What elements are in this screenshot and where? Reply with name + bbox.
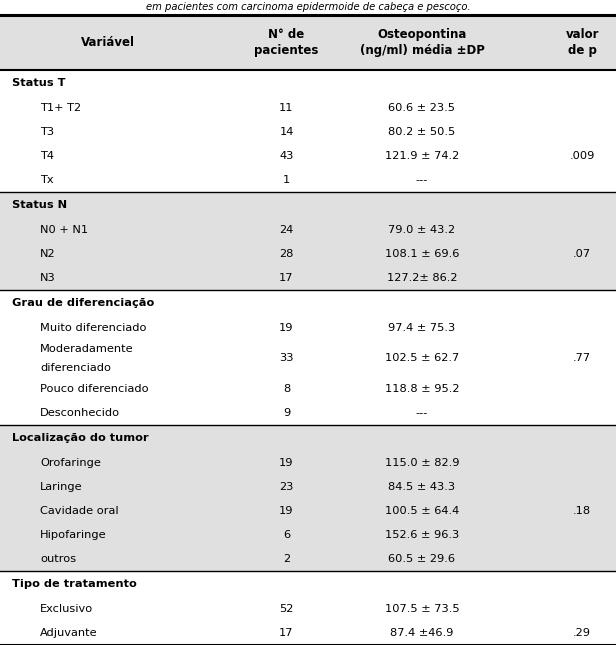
Text: 1: 1 <box>283 175 290 185</box>
Bar <box>0 401 616 426</box>
Text: 24: 24 <box>279 224 294 235</box>
Bar <box>0 168 616 192</box>
Text: N3: N3 <box>40 273 56 283</box>
Text: valor
de p: valor de p <box>565 28 599 57</box>
Text: N2: N2 <box>40 249 55 259</box>
Bar <box>0 15 616 70</box>
Bar <box>0 315 616 339</box>
Text: 14: 14 <box>279 127 294 137</box>
Bar <box>0 218 616 242</box>
Text: .07: .07 <box>573 249 591 259</box>
Text: 118.8 ± 95.2: 118.8 ± 95.2 <box>385 384 459 395</box>
Bar <box>0 339 616 377</box>
Text: Status T: Status T <box>12 78 66 88</box>
Text: em pacientes com carcinoma epidermoide de cabeça e pescoço.: em pacientes com carcinoma epidermoide d… <box>146 3 470 12</box>
Text: 43: 43 <box>279 151 294 161</box>
Text: 6: 6 <box>283 530 290 541</box>
Text: Adjuvante: Adjuvante <box>40 628 98 638</box>
Bar <box>0 242 616 266</box>
Text: T3: T3 <box>40 127 54 137</box>
Text: .009: .009 <box>569 151 595 161</box>
Text: 79.0 ± 43.2: 79.0 ± 43.2 <box>389 224 455 235</box>
Text: 127.2± 86.2: 127.2± 86.2 <box>387 273 457 283</box>
Text: Pouco diferenciado: Pouco diferenciado <box>40 384 148 395</box>
Text: Moderadamente: Moderadamente <box>40 344 134 353</box>
Text: 84.5 ± 43.3: 84.5 ± 43.3 <box>389 482 455 492</box>
Bar <box>0 426 616 452</box>
Text: 107.5 ± 73.5: 107.5 ± 73.5 <box>384 604 460 614</box>
Text: Laringe: Laringe <box>40 482 83 492</box>
Text: Osteopontina
(ng/ml) média ±DP: Osteopontina (ng/ml) média ±DP <box>360 28 484 57</box>
Text: 19: 19 <box>279 506 294 516</box>
Text: 19: 19 <box>279 322 294 333</box>
Text: 33: 33 <box>279 353 294 364</box>
Text: 80.2 ± 50.5: 80.2 ± 50.5 <box>388 127 456 137</box>
Text: Variável: Variável <box>81 36 135 49</box>
Text: 108.1 ± 69.6: 108.1 ± 69.6 <box>385 249 459 259</box>
Text: 87.4 ±46.9: 87.4 ±46.9 <box>391 628 453 638</box>
Text: Grau de diferenciação: Grau de diferenciação <box>12 297 155 308</box>
Text: ---: --- <box>416 408 428 419</box>
Bar <box>0 266 616 290</box>
Text: Localização do tumor: Localização do tumor <box>12 433 149 443</box>
Text: 60.6 ± 23.5: 60.6 ± 23.5 <box>389 103 455 113</box>
Bar <box>0 499 616 523</box>
Text: N0 + N1: N0 + N1 <box>40 224 88 235</box>
Text: 115.0 ± 82.9: 115.0 ± 82.9 <box>385 459 459 468</box>
Text: .77: .77 <box>573 353 591 364</box>
Text: 11: 11 <box>279 103 294 113</box>
Text: 121.9 ± 74.2: 121.9 ± 74.2 <box>385 151 459 161</box>
Bar <box>0 571 616 597</box>
Bar <box>0 547 616 571</box>
Bar <box>0 120 616 144</box>
Bar <box>0 192 616 218</box>
Text: .18: .18 <box>573 506 591 516</box>
Bar <box>0 621 616 645</box>
Text: ---: --- <box>416 175 428 185</box>
Text: diferenciado: diferenciado <box>40 363 111 373</box>
Text: 52: 52 <box>279 604 294 614</box>
Bar <box>0 451 616 475</box>
Text: outros: outros <box>40 554 76 564</box>
Text: Tipo de tratamento: Tipo de tratamento <box>12 579 137 589</box>
Text: 23: 23 <box>279 482 294 492</box>
Bar <box>0 96 616 120</box>
Text: 19: 19 <box>279 459 294 468</box>
Text: Desconhecido: Desconhecido <box>40 408 120 419</box>
Text: Orofaringe: Orofaringe <box>40 459 101 468</box>
Text: Tx: Tx <box>40 175 54 185</box>
Text: 28: 28 <box>279 249 294 259</box>
Text: T1+ T2: T1+ T2 <box>40 103 81 113</box>
Text: Status N: Status N <box>12 200 67 210</box>
Bar <box>0 144 616 168</box>
Text: 8: 8 <box>283 384 290 395</box>
Text: Hipofaringe: Hipofaringe <box>40 530 107 541</box>
Text: 152.6 ± 96.3: 152.6 ± 96.3 <box>385 530 459 541</box>
Text: Muito diferenciado: Muito diferenciado <box>40 322 147 333</box>
Text: N° de
pacientes: N° de pacientes <box>254 28 318 57</box>
Bar <box>0 523 616 547</box>
Text: 17: 17 <box>279 628 294 638</box>
Bar <box>0 290 616 315</box>
Text: 17: 17 <box>279 273 294 283</box>
Text: Cavidade oral: Cavidade oral <box>40 506 119 516</box>
Text: 100.5 ± 64.4: 100.5 ± 64.4 <box>385 506 459 516</box>
Text: 102.5 ± 62.7: 102.5 ± 62.7 <box>385 353 459 364</box>
Text: Exclusivo: Exclusivo <box>40 604 93 614</box>
Text: 9: 9 <box>283 408 290 419</box>
Bar <box>0 597 616 621</box>
Bar <box>0 70 616 96</box>
Text: 60.5 ± 29.6: 60.5 ± 29.6 <box>389 554 455 564</box>
Text: .29: .29 <box>573 628 591 638</box>
Text: 97.4 ± 75.3: 97.4 ± 75.3 <box>388 322 456 333</box>
Text: T4: T4 <box>40 151 54 161</box>
Bar <box>0 475 616 499</box>
Text: 2: 2 <box>283 554 290 564</box>
Bar <box>0 377 616 401</box>
